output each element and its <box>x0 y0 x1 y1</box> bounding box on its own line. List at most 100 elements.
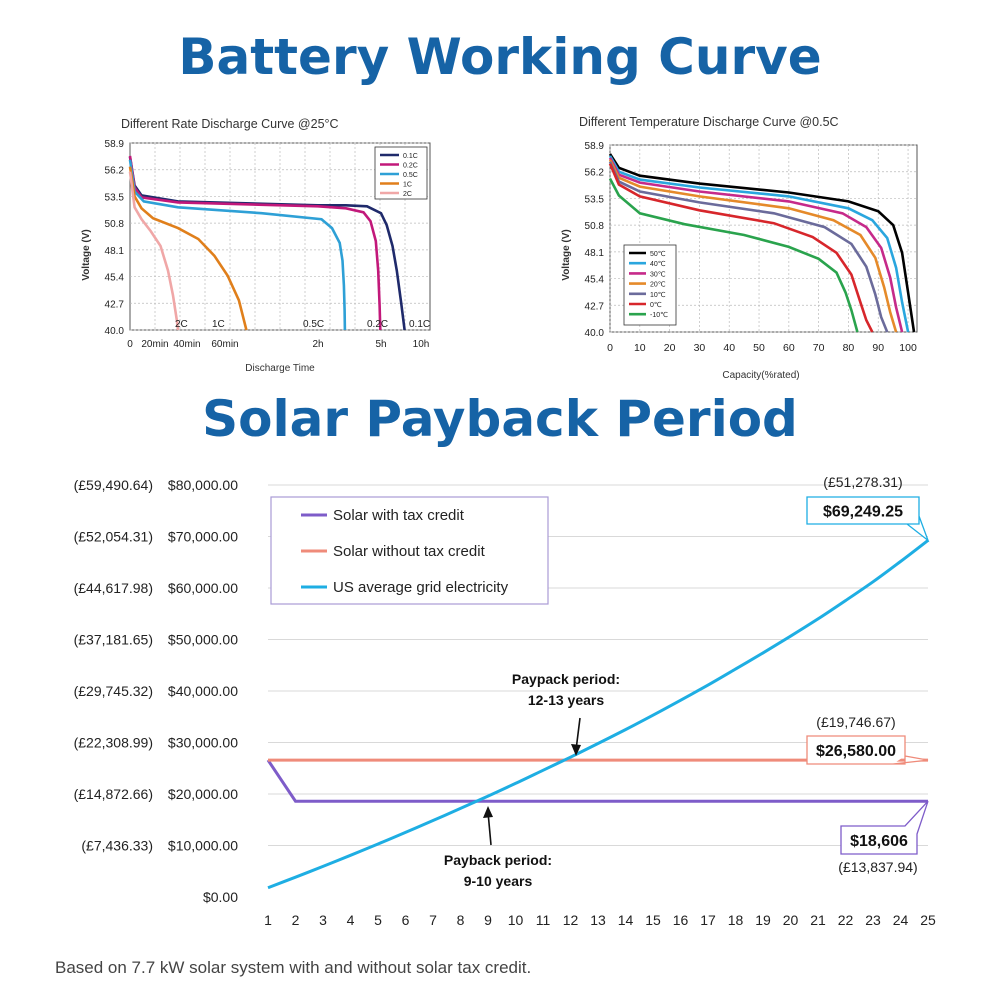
x-tick-label: 20min <box>141 339 168 350</box>
x-tick-label: 6 <box>402 912 410 928</box>
x-tick-label: 100 <box>899 342 917 354</box>
legend-label: 1C <box>403 182 412 189</box>
y-tick-label: 50.8 <box>585 221 605 232</box>
x-tick-label: 50 <box>753 342 765 354</box>
y-tick-label: $80,000.00 <box>168 477 238 493</box>
series-line-40℃ <box>608 155 910 333</box>
x-tick-label: 17 <box>700 912 716 928</box>
x-tick-label: 20 <box>783 912 799 928</box>
y-tick-alt-label: (£37,181.65) <box>74 632 153 648</box>
x-tick-label: 21 <box>810 912 826 928</box>
x-tick-label: 0 <box>607 342 613 354</box>
y-tick-label: $40,000.00 <box>168 683 238 699</box>
y-tick-label: 40.0 <box>105 326 125 337</box>
arrow-head <box>483 806 493 818</box>
x-tick-label: 2h <box>312 339 323 350</box>
x-tick-label: 1 <box>264 912 272 928</box>
rate-discharge-chart: Different Rate Discharge Curve @25°C 58.… <box>75 105 445 385</box>
legend-label: 30℃ <box>650 271 666 278</box>
x-tick-label: 22 <box>838 912 854 928</box>
x-tick-label: 60min <box>211 339 238 350</box>
series-line-30℃ <box>608 157 904 333</box>
y-axis-label: Voltage (V) <box>81 229 92 280</box>
x-tick-label: 10h <box>413 339 430 350</box>
y-tick-alt-label: (£52,054.31) <box>74 529 153 545</box>
y-tick-label: 58.9 <box>585 141 605 152</box>
legend-label: 0℃ <box>650 302 662 309</box>
series-line-0℃ <box>608 163 874 333</box>
footnote: Based on 7.7 kW solar system with and wi… <box>55 958 532 977</box>
series-line-2C <box>128 171 180 331</box>
payback-annotation: 9-10 years <box>464 873 533 889</box>
chart-title: Different Temperature Discharge Curve @0… <box>579 115 839 129</box>
x-tick-label: 40 <box>723 342 735 354</box>
y-tick-label: 48.1 <box>105 246 125 257</box>
legend-label: 0.5C <box>403 172 418 179</box>
y-tick-label: $30,000.00 <box>168 735 238 751</box>
x-tick-label: 13 <box>590 912 606 928</box>
series-line-1C <box>128 166 248 331</box>
x-tick-label: 14 <box>618 912 634 928</box>
payback-annotation: Paypack period: <box>512 671 620 687</box>
series-line-0.2C <box>128 155 382 331</box>
y-tick-label: 50.8 <box>105 219 125 230</box>
no-credit-callout-box <box>806 735 929 765</box>
x-tick-label: 19 <box>755 912 771 928</box>
x-tick-label: 4 <box>347 912 355 928</box>
legend-box <box>623 244 677 326</box>
series-line-10℃ <box>608 161 889 333</box>
curve-end-label: 1C <box>212 319 225 330</box>
x-tick-label: 90 <box>872 342 884 354</box>
solar-heading: Solar Payback Period <box>202 390 798 448</box>
no-credit-callout-value: $26,580.00 <box>816 743 896 760</box>
y-tick-alt-label: (£59,490.64) <box>74 477 153 493</box>
y-tick-label: $50,000.00 <box>168 632 238 648</box>
x-tick-label: 70 <box>813 342 825 354</box>
y-tick-label: 40.0 <box>585 328 605 339</box>
x-tick-label: 30 <box>694 342 706 354</box>
x-tick-label: 10 <box>634 342 646 354</box>
legend-label: 40℃ <box>650 261 666 268</box>
x-tick-label: 16 <box>673 912 689 928</box>
x-tick-label: 40min <box>173 339 200 350</box>
temperature-discharge-svg: Different Temperature Discharge Curve @0… <box>561 115 918 381</box>
legend-label: 0.1C <box>403 153 418 160</box>
legend-label: 50℃ <box>650 251 666 258</box>
payback-annotation: 12-13 years <box>528 692 605 708</box>
x-tick-label: 7 <box>429 912 437 928</box>
grid-callout-box <box>806 496 930 543</box>
y-tick-label: $0.00 <box>203 889 238 905</box>
with-credit-callout-value: $18,606 <box>850 833 908 850</box>
series-line-50℃ <box>608 153 916 333</box>
curve-end-label: 0.1C <box>409 319 430 330</box>
x-tick-label: 9 <box>484 912 492 928</box>
y-tick-label: 56.2 <box>585 168 605 179</box>
x-tick-label: 5h <box>375 339 386 350</box>
callout-alt-label: (£51,278.31) <box>823 474 902 490</box>
y-tick-label: 58.9 <box>105 139 125 150</box>
x-tick-label: 10 <box>508 912 524 928</box>
x-tick-label: 18 <box>728 912 744 928</box>
series-line-20℃ <box>608 159 898 333</box>
rate-discharge-svg: Different Rate Discharge Curve @25°C 58.… <box>81 117 431 374</box>
legend-label: US average grid electricity <box>333 579 509 596</box>
grid-callout-value: $69,249.25 <box>823 504 903 521</box>
y-tick-label: $60,000.00 <box>168 580 238 596</box>
y-tick-label: $10,000.00 <box>168 838 238 854</box>
x-axis-label: Discharge Time <box>245 363 315 374</box>
x-tick-label: 25 <box>920 912 936 928</box>
x-tick-label: 2 <box>292 912 300 928</box>
x-tick-label: 24 <box>893 912 909 928</box>
x-tick-label: 12 <box>563 912 579 928</box>
payback-annotation: Payback period: <box>444 852 552 868</box>
series-line-0.5C <box>128 159 347 331</box>
x-tick-label: 0 <box>127 339 133 350</box>
x-axis-label: Capacity(%rated) <box>722 370 799 381</box>
y-tick-label: 42.7 <box>105 299 125 310</box>
y-tick-label: 45.4 <box>105 273 125 284</box>
y-axis-label: Voltage (V) <box>561 229 572 280</box>
y-tick-alt-label: (£22,308.99) <box>74 735 153 751</box>
callout-alt-label: (£19,746.67) <box>816 714 895 730</box>
y-tick-label: $70,000.00 <box>168 529 238 545</box>
callout-alt-label: (£13,837.94) <box>838 859 917 875</box>
